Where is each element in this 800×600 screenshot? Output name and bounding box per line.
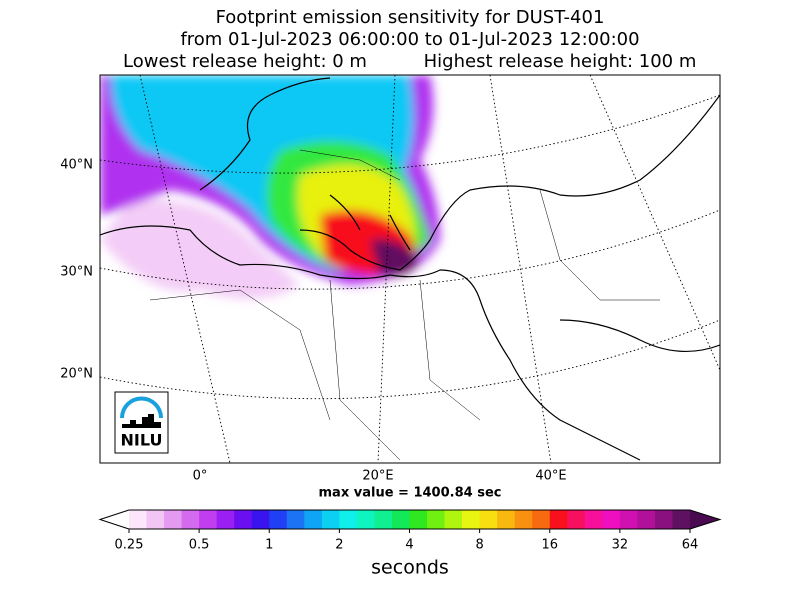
title: from 01-Jul-2023 06:00:00 to 01-Jul-2023…	[180, 29, 639, 50]
title: Footprint emission sensitivity for DUST-…	[216, 7, 605, 28]
colorbar-tick-label: 0.25	[115, 538, 144, 553]
colorbar-segment	[391, 510, 410, 529]
colorbar: 0.25 0.5 1 2 4 8 16 32 64	[98, 509, 722, 553]
colorbar-tick-label: 4	[405, 538, 413, 553]
colorbar-segment	[584, 510, 603, 529]
colorbar-segment	[444, 510, 463, 529]
plume	[100, 75, 440, 299]
colorbar-under	[100, 510, 129, 529]
colorbar-segment	[129, 510, 148, 529]
colorbar-segment	[672, 510, 691, 529]
colorbar-segment	[532, 510, 551, 529]
colorbar-tick-label: 0.5	[189, 538, 210, 553]
colorbar-segment	[514, 510, 533, 529]
colorbar-segment	[602, 510, 621, 529]
colorbar-segment	[146, 510, 165, 529]
colorbar-tick-label: 16	[541, 538, 558, 553]
colorbar-tick-label: 2	[335, 538, 343, 553]
colorbar-segment	[199, 510, 218, 529]
lon-label: 0°	[193, 469, 208, 484]
borders	[149, 149, 660, 461]
colorbar-segment	[567, 510, 586, 529]
max-value: max value = 1400.84 sec	[319, 486, 502, 501]
logo-skyline	[122, 414, 161, 428]
colorbar-segment	[409, 510, 428, 529]
map-frame	[99, 74, 721, 464]
logo-text: NILU	[121, 431, 163, 450]
colorbar-segment	[321, 510, 340, 529]
colorbar-segment	[216, 510, 235, 529]
colorbar-segment	[497, 510, 516, 529]
colorbar-tick-label: 32	[612, 538, 629, 553]
release-height: Lowest release height: 0 m	[123, 51, 367, 72]
colorbar-tick-label: 64	[682, 538, 699, 553]
graticule	[100, 75, 720, 463]
colorbar-tick-label: 1	[265, 538, 273, 553]
colorbar-segment	[462, 510, 481, 529]
lon-label: 40°E	[535, 469, 566, 484]
colorbar-segment	[181, 510, 200, 529]
lat-label: 40°N	[60, 158, 93, 173]
lat-label: 30°N	[60, 265, 93, 280]
colorbar-segment	[549, 510, 568, 529]
colorbar-segment	[251, 510, 270, 529]
release-height: Highest release height: 100 m	[424, 51, 697, 72]
colorbar-segment	[269, 510, 288, 529]
lat-label: 20°N	[60, 367, 93, 382]
colorbar-segment	[339, 510, 358, 529]
logo-arc	[120, 396, 163, 419]
colorbar-segment	[304, 510, 323, 529]
colorbar-segment	[654, 510, 673, 529]
colorbar-segment	[637, 510, 656, 529]
map: NILU	[100, 75, 720, 463]
coastlines	[100, 77, 720, 461]
colorbar-segment	[374, 510, 393, 529]
colorbar-segment	[479, 510, 498, 529]
colorbar-tick-label: 8	[475, 538, 483, 553]
colorbar-segment	[427, 510, 446, 529]
colorbar-segment	[619, 510, 638, 529]
colorbar-segment	[234, 510, 253, 529]
colorbar-segment	[356, 510, 375, 529]
colorbar-label: seconds	[371, 557, 449, 579]
colorbar-segment	[286, 510, 305, 529]
lon-label: 20°E	[362, 469, 393, 484]
colorbar-over	[690, 510, 720, 529]
colorbar-segment	[164, 510, 183, 529]
